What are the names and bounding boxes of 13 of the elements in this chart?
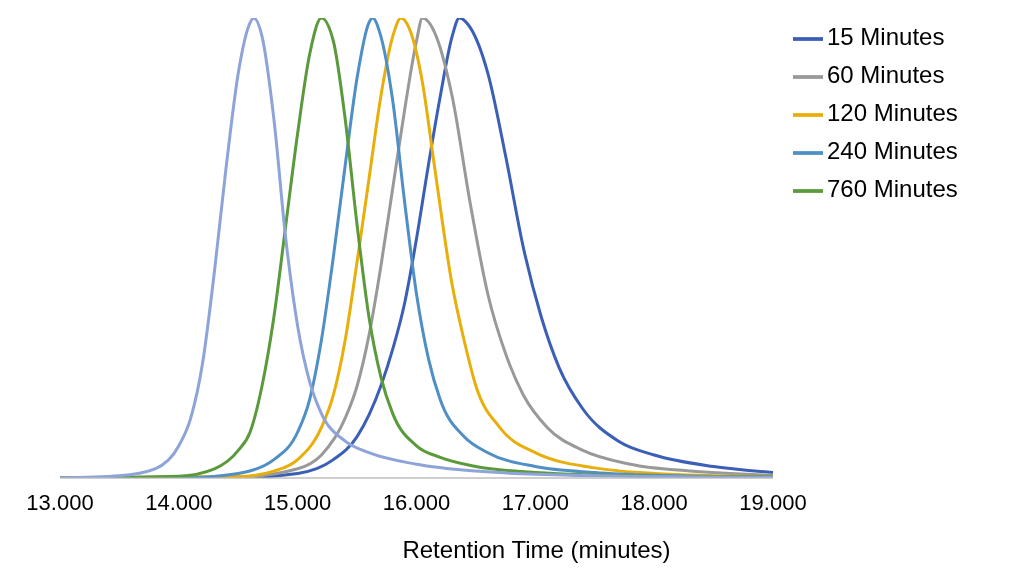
x-tick-label: 19.000	[739, 489, 807, 515]
x-tick-label: 13.000	[26, 489, 94, 515]
x-tick-label: 14.000	[145, 489, 213, 515]
legend-label: 760 Minutes	[827, 175, 958, 202]
x-tick-label: 16.000	[382, 489, 451, 515]
legend-label: 15 Minutes	[827, 23, 945, 50]
x-tick-label: 18.000	[620, 489, 688, 515]
legend-label: 60 Minutes	[827, 61, 945, 88]
x-tick-label: 17.000	[501, 489, 569, 515]
legend-label: 240 Minutes	[827, 137, 958, 164]
x-tick-label: 15.000	[264, 489, 332, 515]
x-axis-title: Retention Time (minutes)	[401, 536, 672, 564]
legend-label: 120 Minutes	[827, 99, 958, 126]
